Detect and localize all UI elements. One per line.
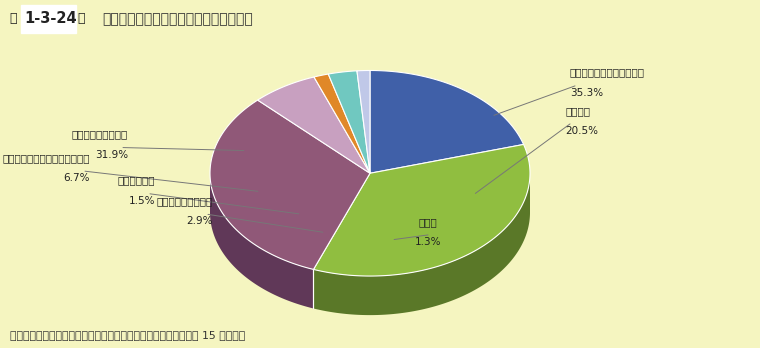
Text: 研究者のアウトリーチ活動に対する意識: 研究者のアウトリーチ活動に対する意識 xyxy=(103,12,253,26)
Text: いずれとも言えない: いずれとも言えない xyxy=(71,129,128,139)
Text: 6.7%: 6.7% xyxy=(64,173,90,183)
Text: 資料：文部科学省「我が国の研究活動の実態に関する調査（平成 15 年度）」: 資料：文部科学省「我が国の研究活動の実態に関する調査（平成 15 年度）」 xyxy=(10,330,245,340)
Text: 1-3-24: 1-3-24 xyxy=(24,11,77,26)
Text: 2.9%: 2.9% xyxy=(186,216,213,227)
Text: 行いたい: 行いたい xyxy=(565,106,590,116)
Text: 35.3%: 35.3% xyxy=(570,88,603,98)
Polygon shape xyxy=(328,71,370,173)
Polygon shape xyxy=(357,71,370,173)
Text: 1.5%: 1.5% xyxy=(128,196,155,206)
Polygon shape xyxy=(258,77,370,173)
Text: どちらかと言えば行いたい: どちらかと言えば行いたい xyxy=(570,68,645,78)
Text: 行う必要を感じない: 行う必要を感じない xyxy=(157,196,213,206)
Text: 行いたくない: 行いたくない xyxy=(118,176,155,185)
Polygon shape xyxy=(313,144,530,276)
Text: どちらかと言えば行いたくない: どちらかと言えば行いたくない xyxy=(2,153,90,163)
FancyBboxPatch shape xyxy=(21,5,76,33)
Text: 図: 図 xyxy=(78,12,85,25)
Text: 20.5%: 20.5% xyxy=(565,126,598,136)
Text: 1.3%: 1.3% xyxy=(415,237,442,247)
Polygon shape xyxy=(314,74,370,173)
Polygon shape xyxy=(313,173,530,315)
Polygon shape xyxy=(370,71,524,173)
Text: 31.9%: 31.9% xyxy=(95,150,128,160)
Text: 無回答: 無回答 xyxy=(419,217,437,227)
Text: 第: 第 xyxy=(9,12,17,25)
Polygon shape xyxy=(210,100,370,269)
Polygon shape xyxy=(210,173,313,308)
